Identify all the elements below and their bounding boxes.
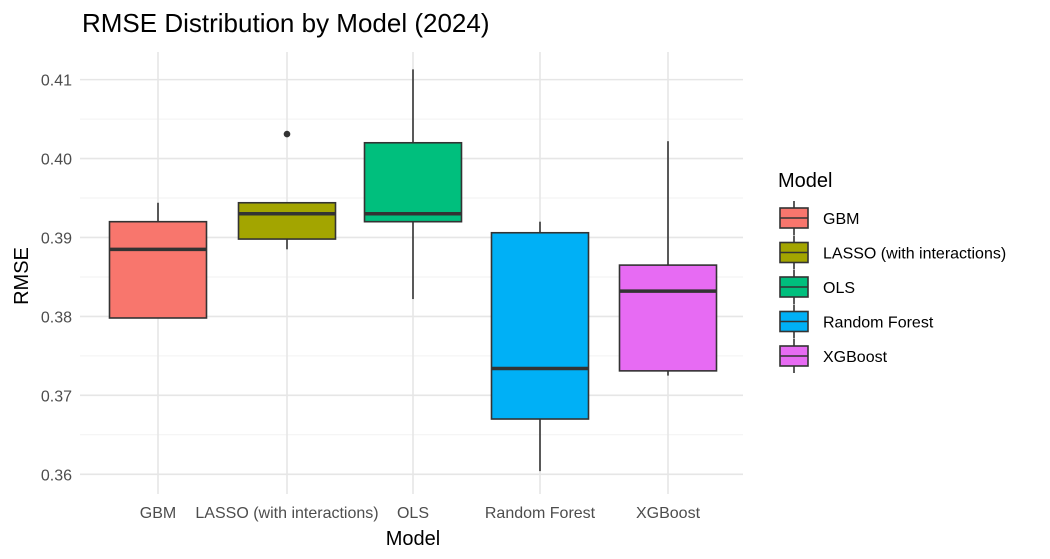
legend-item: LASSO (with interactions) <box>779 235 1006 270</box>
y-tick-label: 0.40 <box>41 152 72 169</box>
y-tick-label: 0.41 <box>41 73 72 90</box>
box-body <box>108 220 208 319</box>
legend-label: LASSO (with interactions) <box>823 246 1006 263</box>
x-tick-label: XGBoost <box>636 505 701 522</box>
y-axis-title: RMSE <box>11 247 33 305</box>
legend-item: GBM <box>779 201 859 235</box>
x-axis-title: Model <box>386 528 440 550</box>
outlier-point <box>283 130 291 138</box>
x-tick-label: Random Forest <box>485 505 596 522</box>
y-tick-label: 0.38 <box>41 309 72 326</box>
legend-item: OLS <box>779 270 855 304</box>
chart-title: RMSE Distribution by Model (2024) <box>82 8 490 38</box>
y-tick-label: 0.39 <box>41 230 72 247</box>
y-tick-label: 0.37 <box>41 388 72 405</box>
legend-item: XGBoost <box>779 339 888 373</box>
legend-label: GBM <box>823 211 859 228</box>
box-body <box>237 201 337 240</box>
legend-label: Random Forest <box>823 315 934 332</box>
legend-label: OLS <box>823 280 855 297</box>
box-lasso-with-interactions <box>237 130 337 250</box>
legend-item: Random Forest <box>779 304 934 339</box>
box-ols <box>363 69 463 300</box>
x-tick-label: OLS <box>397 505 429 522</box>
legend-label: XGBoost <box>823 349 888 366</box>
boxes <box>108 69 718 472</box>
box-body <box>490 231 590 420</box>
x-tick-label: LASSO (with interactions) <box>195 505 378 522</box>
box-xgboost <box>618 141 718 376</box>
legend: Model GBM LASSO (with interactions) OLS Ran… <box>778 170 1006 373</box>
legend-title: Model <box>778 170 832 192</box>
y-tick-label: 0.36 <box>41 467 72 484</box>
box-body <box>363 141 463 223</box>
box-body <box>618 264 718 372</box>
x-axis-ticks: GBM LASSO (with interactions) OLS Random Fo… <box>140 505 701 522</box>
box-random-forest <box>490 221 590 472</box>
y-axis-ticks: 0.36 0.37 0.38 0.39 0.40 0.41 <box>41 73 72 485</box>
box-gbm <box>108 202 208 319</box>
x-tick-label: GBM <box>140 505 176 522</box>
